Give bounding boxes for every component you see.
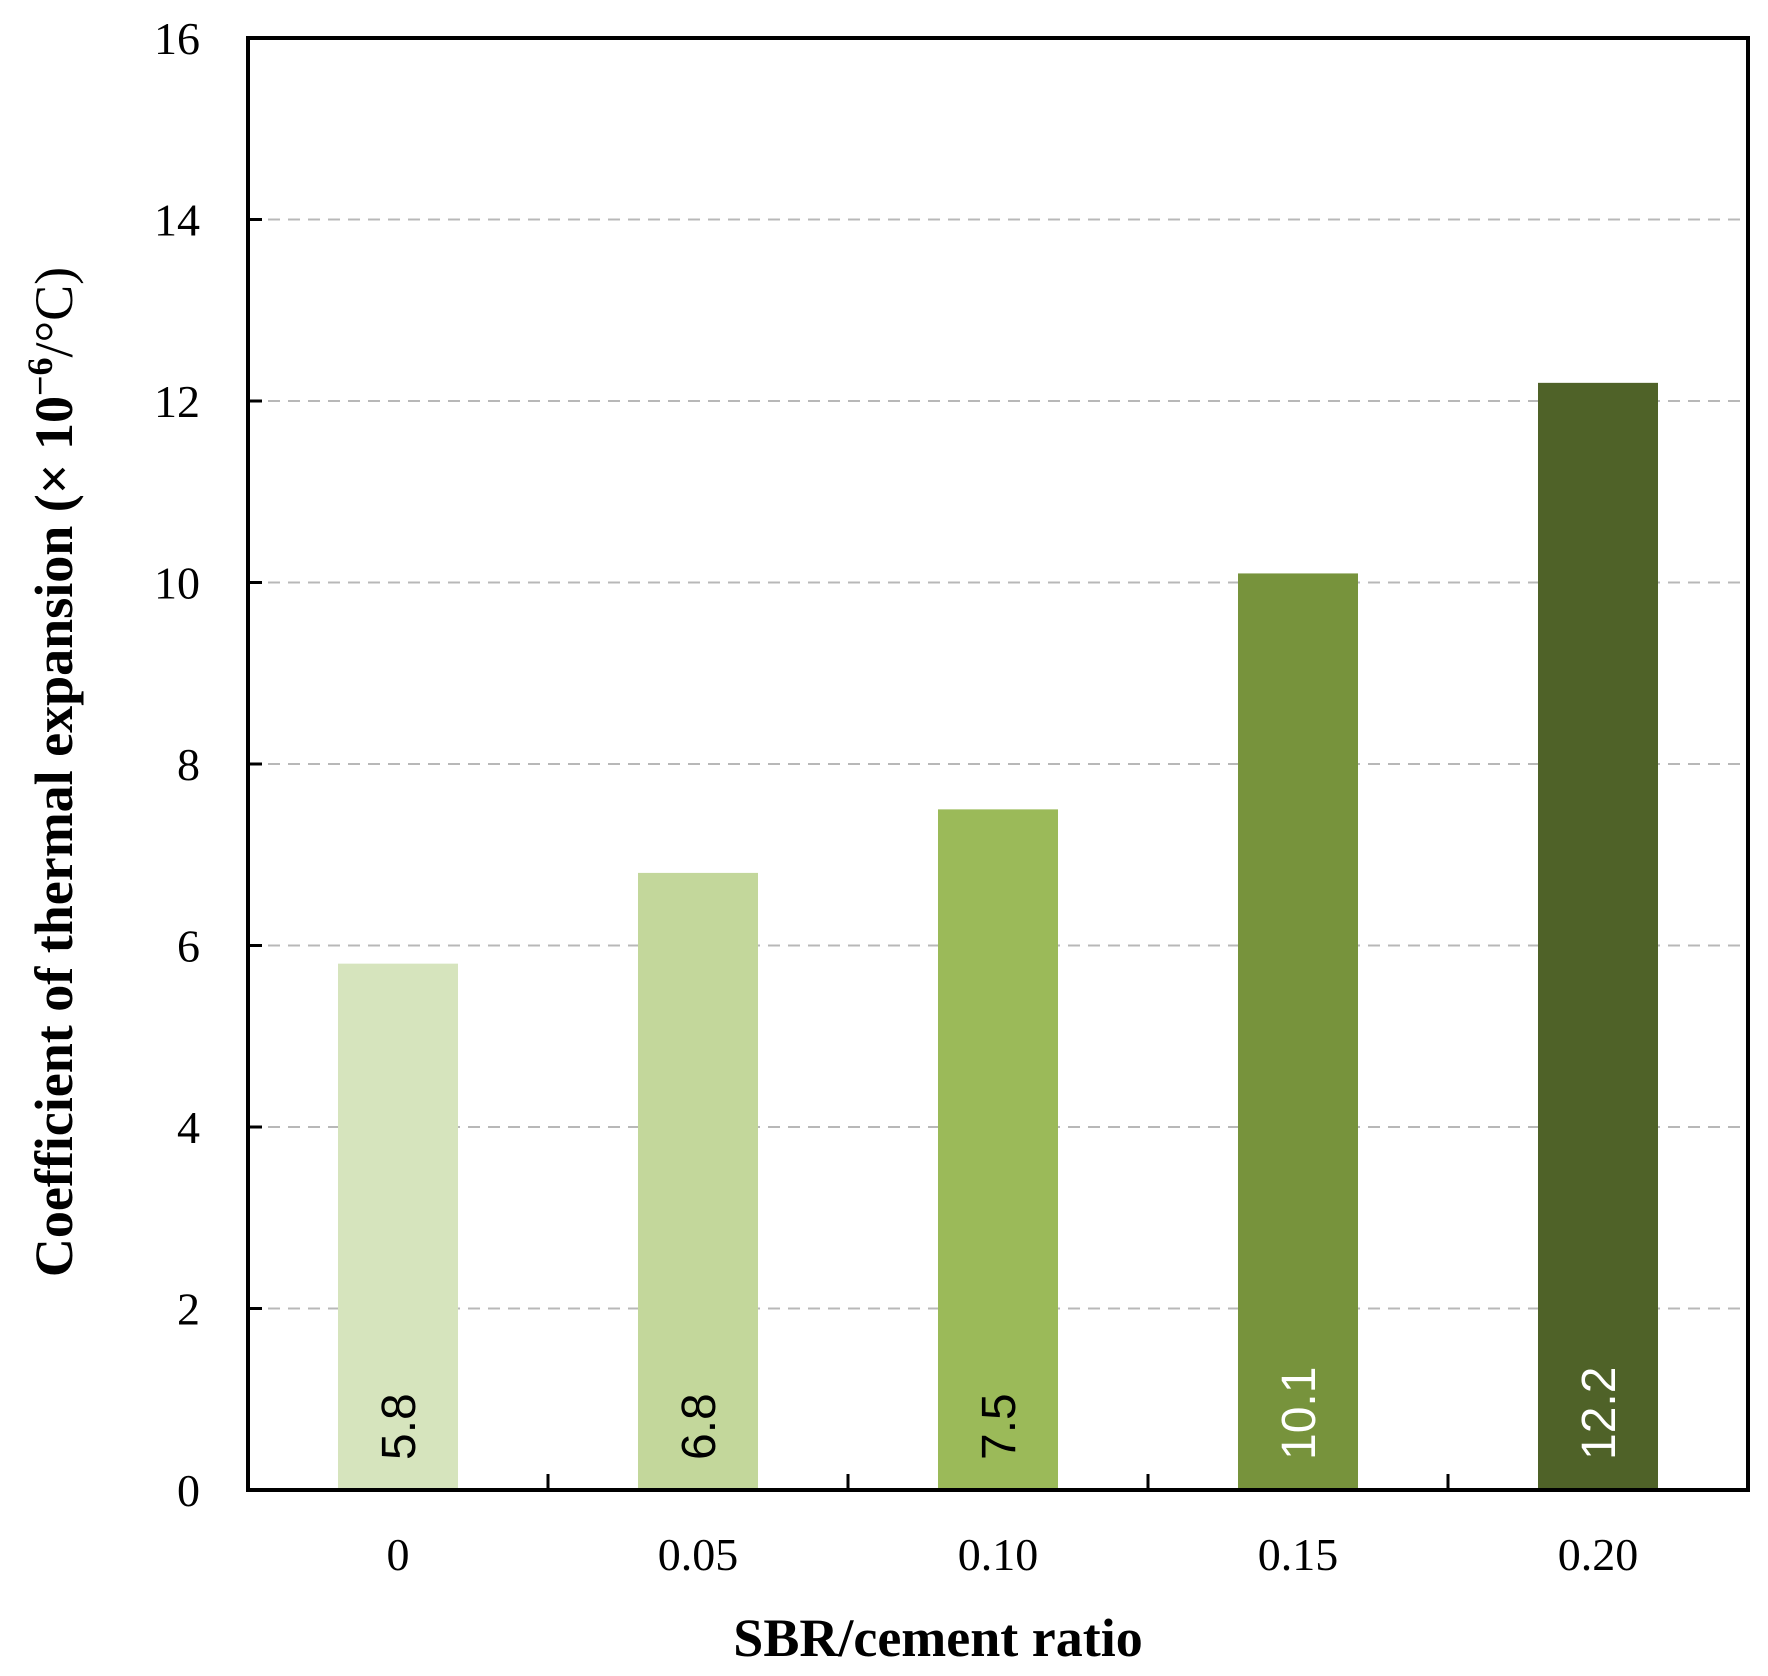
y-tick-label-12: 12 <box>154 376 200 427</box>
bar-0.05 <box>638 872 758 1490</box>
x-tick-label-0.10: 0.10 <box>958 1529 1039 1580</box>
x-axis-title: SBR/cement ratio <box>733 1608 1142 1668</box>
bar-value-label-0.05: 6.8 <box>673 1393 726 1460</box>
bar-0.20 <box>1538 382 1658 1491</box>
y-axis-title-unit: /°C) <box>24 267 84 358</box>
y-tick-label-2: 2 <box>177 1284 200 1335</box>
bars <box>338 382 1658 1491</box>
y-axis-title-main: Coefficient of thermal expansion (× 10 <box>24 396 84 1277</box>
bar-value-label-0.20: 12.2 <box>1573 1367 1626 1460</box>
y-tick-label-0: 0 <box>177 1465 200 1516</box>
y-tick-label-4: 4 <box>177 1102 200 1153</box>
bar-0.10 <box>938 809 1058 1490</box>
bar-0 <box>338 963 458 1490</box>
bar-value-labels: 5.8 6.8 7.5 10.1 12.2 <box>373 1367 1626 1460</box>
bar-value-label-0.10: 7.5 <box>973 1393 1026 1460</box>
x-tick-label-0.05: 0.05 <box>658 1529 739 1580</box>
x-axis-ticks: 0 0.05 0.10 0.15 0.20 <box>387 1474 1639 1580</box>
x-tick-label-0.15: 0.15 <box>1258 1529 1339 1580</box>
x-tick-label-0: 0 <box>387 1529 410 1580</box>
bar-value-label-0.15: 10.1 <box>1273 1367 1326 1460</box>
bar-value-label-0: 5.8 <box>373 1393 426 1460</box>
y-tick-label-14: 14 <box>154 195 200 246</box>
y-axis-title: Coefficient of thermal expansion (× 10−6… <box>20 267 84 1277</box>
x-tick-label-0.20: 0.20 <box>1558 1529 1639 1580</box>
y-tick-label-10: 10 <box>154 558 200 609</box>
bar-0.15 <box>1238 573 1358 1490</box>
y-axis-ticks: 0 2 4 6 8 10 12 14 16 <box>154 13 262 1516</box>
y-tick-label-16: 16 <box>154 13 200 64</box>
y-tick-label-8: 8 <box>177 739 200 790</box>
y-axis-title-superscript: −6 <box>20 357 60 396</box>
y-tick-label-6: 6 <box>177 921 200 972</box>
